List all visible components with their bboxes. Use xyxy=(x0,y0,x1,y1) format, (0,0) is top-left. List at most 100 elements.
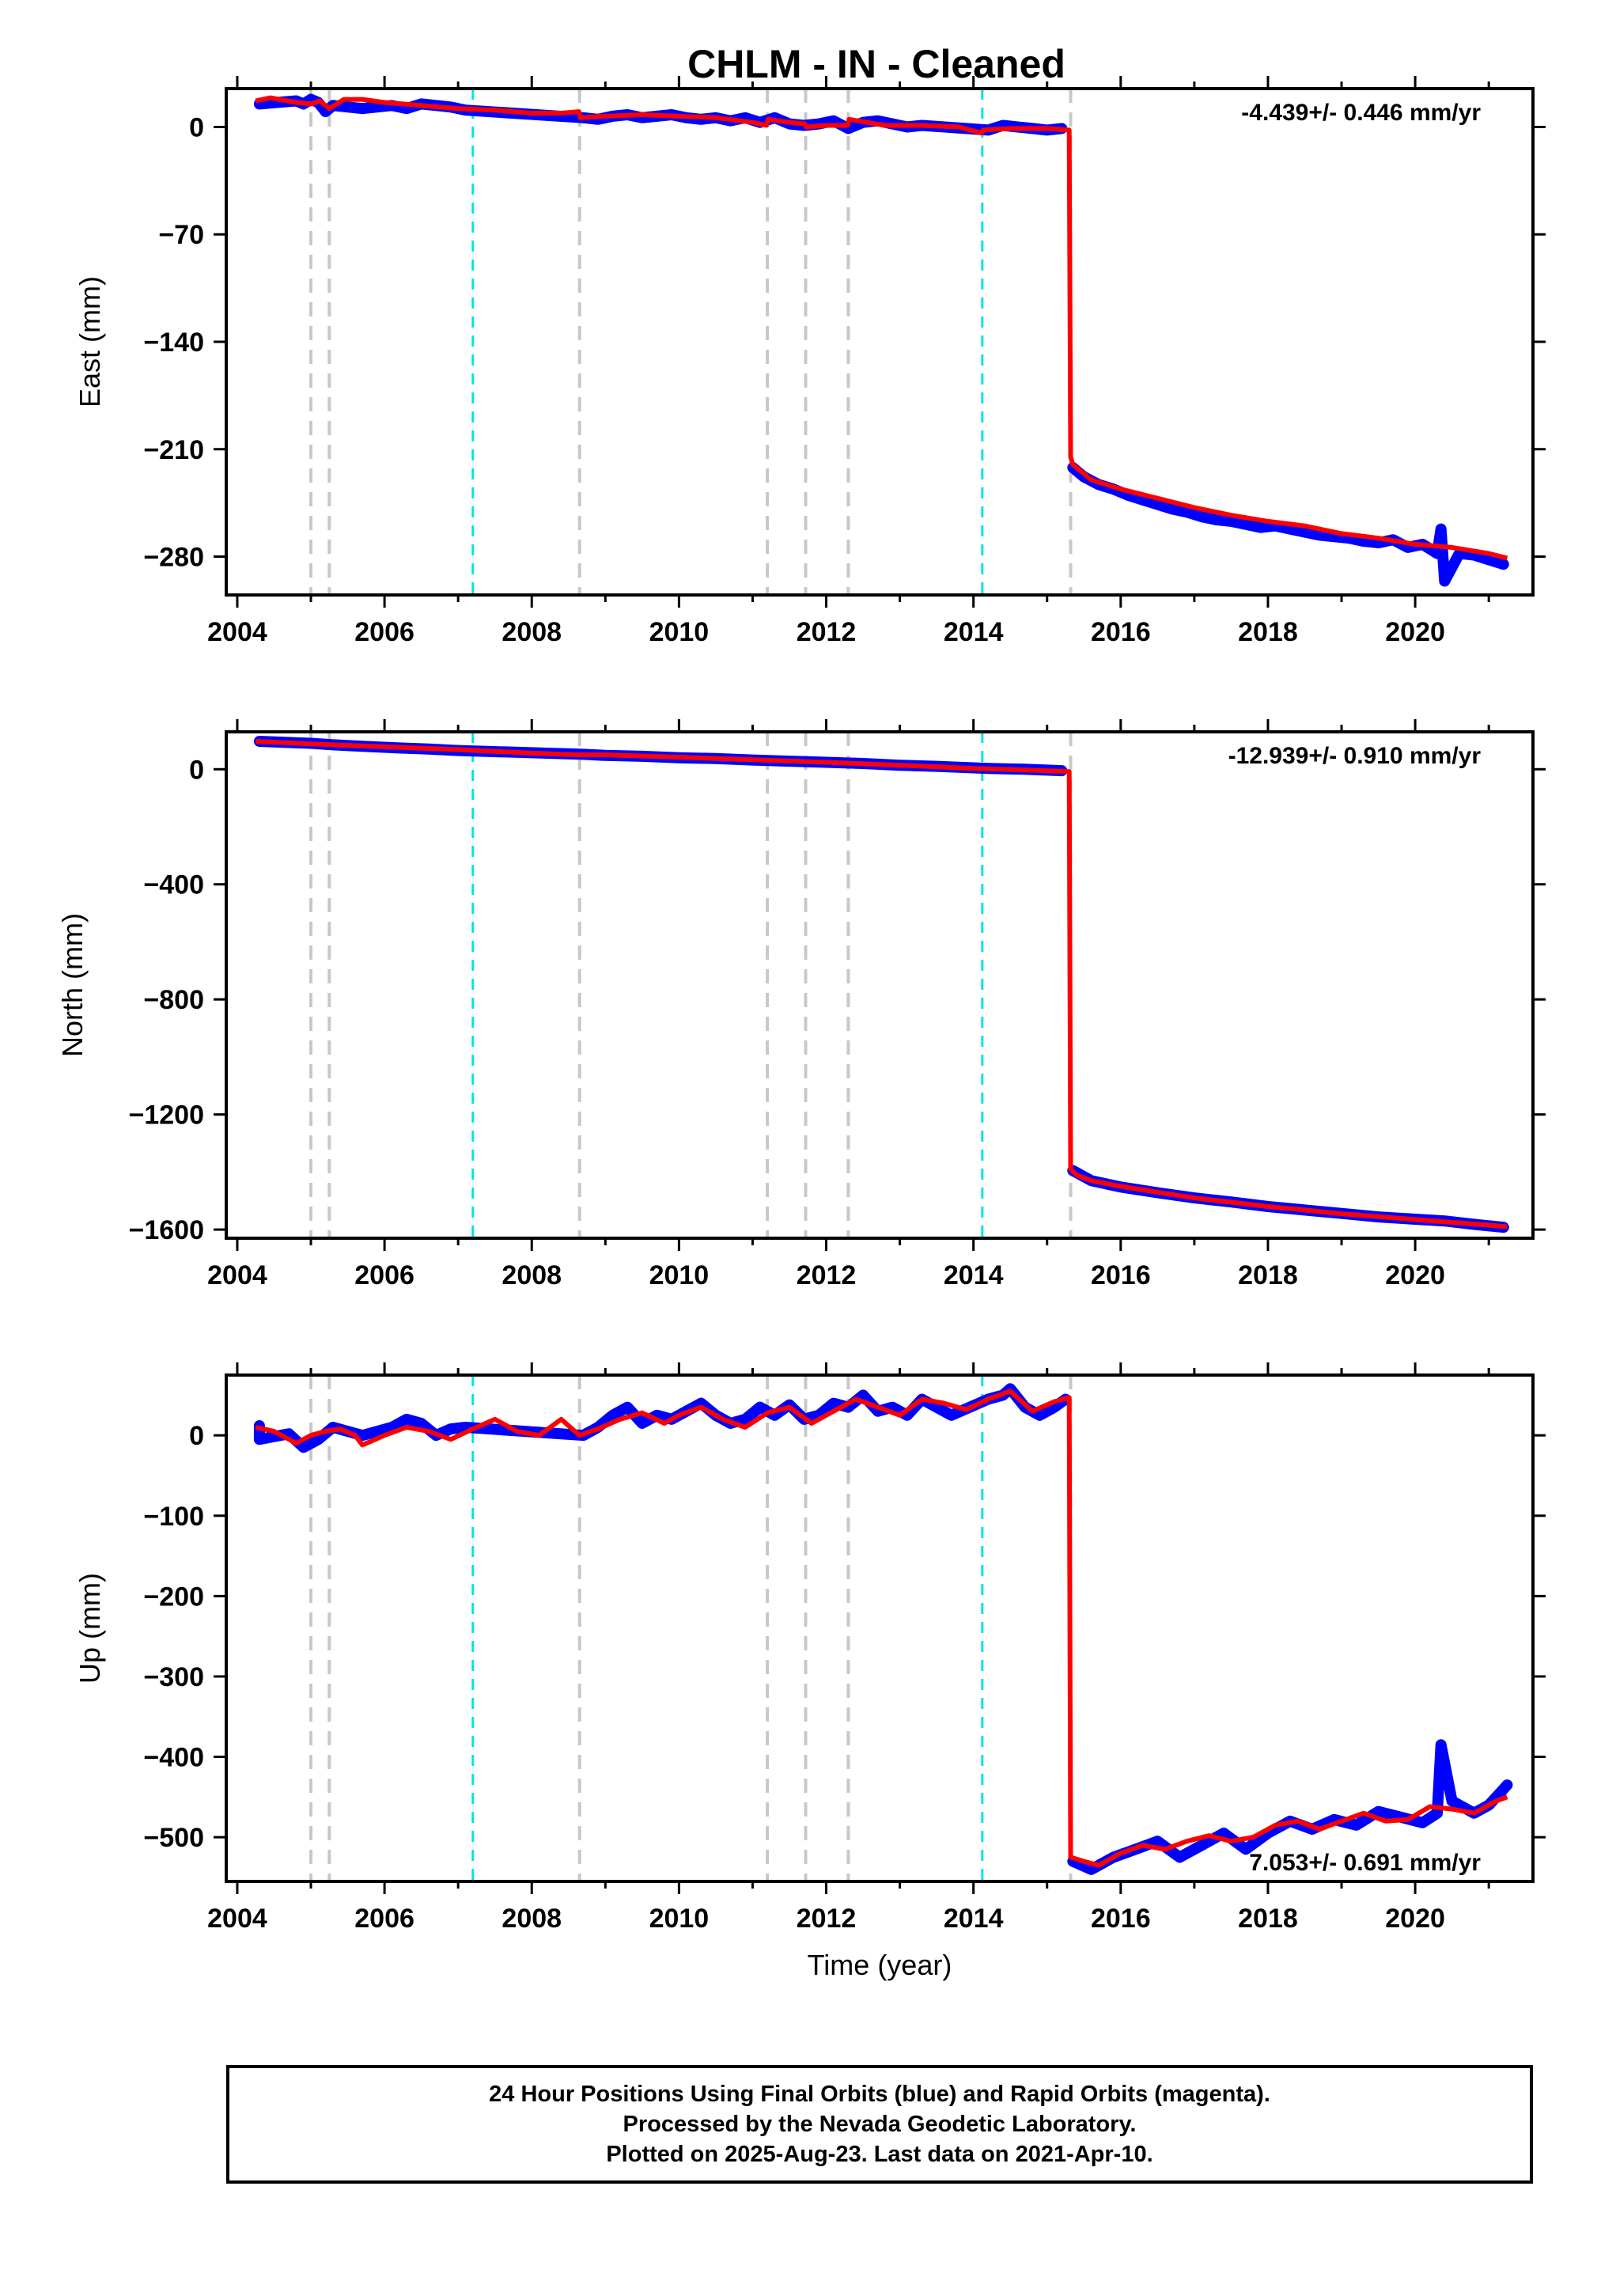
up-x-tick-label: 2010 xyxy=(649,1904,710,1934)
north-x-tick-label: 2010 xyxy=(649,1260,710,1290)
north-y-tick-label: −1200 xyxy=(129,1101,205,1131)
up-data-point xyxy=(1447,1796,1457,1806)
up-model-line xyxy=(255,1389,1508,1868)
up-data-point xyxy=(858,1390,869,1400)
east-data-band xyxy=(253,93,1509,587)
figure-title: CHLM - IN - Cleaned xyxy=(687,42,1065,86)
up-data-point xyxy=(1035,1410,1045,1420)
up-y-tick-label: −500 xyxy=(143,1823,204,1853)
north-rate-label: -12.939+/- 0.910 mm/yr xyxy=(1228,743,1482,769)
up-data-point xyxy=(358,1430,368,1441)
east-x-tick-label: 2014 xyxy=(944,617,1004,647)
north-model-line xyxy=(255,739,1508,1229)
up-data-point xyxy=(755,1402,765,1412)
east-y-tick-label: 0 xyxy=(189,112,204,142)
up-data-point xyxy=(1219,1828,1229,1839)
up-data-point xyxy=(740,1414,751,1424)
north-panel: 2004 2006 2008 2010 2012 2014 2016 2018 2020 0 −40… xyxy=(56,719,1546,1290)
east-data-point xyxy=(1197,512,1207,522)
east-y-tick-label: −70 xyxy=(158,220,204,250)
north-data-band xyxy=(253,736,1509,1233)
east-data-point xyxy=(1433,548,1443,559)
north-frame xyxy=(225,730,1535,1240)
up-data-point xyxy=(828,1398,838,1408)
east-frame xyxy=(225,87,1535,597)
east-data-point xyxy=(1315,530,1325,540)
east-x-tick-label: 2020 xyxy=(1385,617,1445,647)
east-x-tick-label: 2012 xyxy=(797,617,857,647)
x-axis-label: Time (year) xyxy=(808,1949,952,1981)
caption-box: 24 Hour Positions Using Final Orbits (bl… xyxy=(226,2065,1533,2184)
up-data-point xyxy=(1436,1740,1446,1750)
north-x-tick-label: 2008 xyxy=(501,1260,562,1290)
east-x-tick-label: 2004 xyxy=(207,617,267,647)
east-x-tick-label: 2010 xyxy=(649,617,710,647)
east-data-point xyxy=(1152,499,1163,510)
up-y-tick-label: −300 xyxy=(143,1662,204,1692)
north-y-axis-label: North (mm) xyxy=(56,913,89,1057)
up-x-tick-label: 2018 xyxy=(1238,1904,1298,1934)
up-data-point xyxy=(298,1442,308,1453)
up-plot-area xyxy=(253,1383,1513,1875)
north-x-tick-label: 2014 xyxy=(944,1260,1004,1290)
east-data-point xyxy=(1498,559,1508,570)
east-data-point xyxy=(1484,555,1494,565)
up-panel: 2004 2006 2008 2010 2012 2014 2016 2018 2020 0 −10… xyxy=(74,1362,1546,1934)
up-data-point xyxy=(1241,1844,1251,1855)
east-data-point xyxy=(1241,519,1251,529)
up-x-tick-label: 2006 xyxy=(354,1904,414,1934)
up-x-tick-label: 2012 xyxy=(797,1904,857,1934)
east-x-tick-label: 2018 xyxy=(1238,617,1298,647)
panels-container: 2004 2006 2008 2010 2012 2014 2016 2018 2020 0 −70… xyxy=(56,76,1546,1981)
up-x-tick-label: 2016 xyxy=(1091,1904,1151,1934)
north-y-tick-label: −1600 xyxy=(129,1215,205,1245)
east-data-point xyxy=(1440,576,1450,586)
up-x-tick-label: 2014 xyxy=(944,1904,1004,1934)
up-data-point xyxy=(1197,1840,1207,1851)
east-plot-area xyxy=(253,93,1509,587)
east-y-tick-label: −210 xyxy=(143,435,204,465)
up-data-point xyxy=(946,1410,956,1420)
up-data-point xyxy=(1175,1852,1185,1862)
up-y-tick-label: −100 xyxy=(143,1502,204,1532)
up-data-point xyxy=(402,1414,412,1424)
up-data-point xyxy=(1373,1806,1383,1817)
east-x-tick-label: 2016 xyxy=(1091,617,1151,647)
north-y-tick-label: −400 xyxy=(143,870,204,900)
east-model-line xyxy=(255,95,1508,561)
east-data-point xyxy=(1226,516,1236,526)
north-x-tick-label: 2016 xyxy=(1091,1260,1151,1290)
east-x-tick-label: 2006 xyxy=(354,617,414,647)
east-y-tick-label: −280 xyxy=(143,543,204,573)
north-x-tick-label: 2012 xyxy=(797,1260,857,1290)
caption-line-2: Processed by the Nevada Geodetic Laborat… xyxy=(623,2112,1137,2137)
up-data-point xyxy=(1086,1864,1096,1874)
east-panel: 2004 2006 2008 2010 2012 2014 2016 2018 2020 0 −70… xyxy=(74,76,1546,647)
east-data-point xyxy=(1167,504,1177,514)
north-x-tick-label: 2006 xyxy=(354,1260,414,1290)
up-y-axis-label: Up (mm) xyxy=(74,1573,106,1684)
north-y-tick-label: −800 xyxy=(143,985,204,1015)
north-x-tick-label: 2004 xyxy=(207,1260,267,1290)
north-x-tick-label: 2018 xyxy=(1238,1260,1298,1290)
caption-line-3: Plotted on 2025-Aug-23. Last data on 202… xyxy=(606,2142,1153,2167)
north-y-tick-label: 0 xyxy=(189,755,204,785)
north-x-tick-label: 2020 xyxy=(1385,1260,1445,1290)
up-y-tick-label: −200 xyxy=(143,1582,204,1612)
up-data-point xyxy=(416,1418,426,1428)
north-plot-area xyxy=(253,736,1509,1233)
caption-line-1: 24 Hour Positions Using Final Orbits (bl… xyxy=(489,2082,1270,2107)
east-data-point xyxy=(1300,527,1310,537)
up-data-point xyxy=(254,1434,264,1445)
up-data-point xyxy=(1351,1820,1361,1830)
east-y-tick-label: −140 xyxy=(143,328,204,358)
east-data-point xyxy=(1255,522,1266,532)
up-data-point xyxy=(313,1434,324,1445)
east-y-axis-label: East (mm) xyxy=(74,276,106,407)
up-x-tick-label: 2004 xyxy=(207,1904,267,1934)
up-data-band xyxy=(253,1383,1513,1875)
up-data-point xyxy=(1433,1808,1443,1818)
up-data-point xyxy=(637,1418,647,1428)
east-data-point xyxy=(358,104,368,114)
